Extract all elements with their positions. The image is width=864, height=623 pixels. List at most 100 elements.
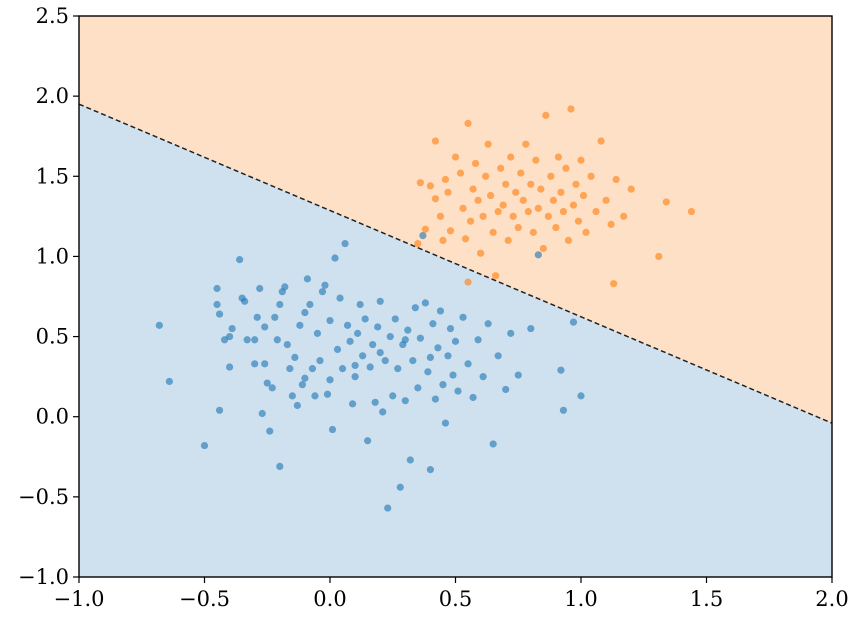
series-1-point (577, 156, 585, 164)
series-1-point (514, 223, 522, 232)
x-axis: −1.0 −0.5 0.0 0.5 1.0 1.5 2.0 (54, 577, 849, 611)
series-0-point (333, 345, 342, 353)
series-0-point (384, 504, 392, 512)
series-0-point (416, 334, 424, 342)
series-1-point (655, 252, 663, 261)
series-1-point (569, 201, 578, 209)
series-0-point (328, 425, 337, 434)
series-1-point (534, 204, 542, 212)
series-0-point (308, 365, 317, 373)
series-0-point (283, 340, 291, 349)
series-1-point (477, 249, 485, 257)
series-0-point (226, 332, 234, 341)
series-0-point (268, 384, 276, 392)
series-0-point (301, 308, 309, 317)
series-1-point (484, 140, 492, 148)
series-1-point (620, 212, 628, 220)
series-0-point (258, 409, 266, 418)
series-1-point (471, 159, 480, 168)
y-tick-label: −1.0 (18, 565, 69, 589)
series-1-point (431, 137, 440, 145)
series-0-point (502, 385, 510, 394)
series-0-point (429, 320, 437, 328)
series-0-point (311, 392, 319, 400)
series-1-point (612, 175, 620, 184)
y-tick-label: 2.0 (36, 84, 69, 108)
series-0-point (494, 352, 502, 360)
series-0-point (459, 313, 467, 321)
series-0-point (361, 315, 369, 323)
series-1-point (464, 119, 472, 127)
series-0-point (374, 323, 382, 331)
series-0-point (364, 437, 372, 445)
decision-regions (79, 16, 832, 577)
x-tick-label: 1.0 (564, 587, 597, 611)
series-0-point (507, 329, 515, 337)
series-1-point (504, 236, 512, 244)
series-0-point (356, 300, 364, 309)
series-1-point (559, 207, 568, 216)
series-1-point (542, 111, 550, 119)
series-0-point (441, 419, 450, 427)
series-0-point (326, 316, 334, 325)
series-1-point (494, 207, 502, 216)
series-0-point (354, 329, 362, 337)
x-tick-label: 1.5 (690, 587, 723, 611)
series-0-point (369, 340, 377, 349)
series-0-point (243, 336, 251, 344)
series-0-point (261, 360, 269, 368)
y-tick-label: 0.5 (36, 325, 69, 349)
series-0-point (251, 336, 259, 344)
series-0-point (386, 332, 394, 341)
series-0-point (376, 297, 384, 305)
series-0-point (291, 353, 299, 362)
series-0-point (213, 300, 221, 309)
series-0-point (479, 373, 487, 381)
series-0-point (431, 395, 440, 403)
series-0-point (236, 256, 244, 264)
series-0-point (469, 393, 477, 402)
series-0-point (281, 283, 289, 291)
series-0-point (569, 318, 578, 326)
series-0-point (213, 284, 221, 293)
series-0-point (165, 377, 173, 386)
series-0-point (338, 365, 347, 373)
series-1-point (529, 228, 537, 236)
y-axis: −1.0 −0.5 0.0 0.5 1.0 1.5 2.0 2.5 (18, 4, 79, 589)
series-0-point (484, 320, 492, 328)
series-0-point (474, 336, 482, 344)
series-1-point (459, 204, 467, 212)
series-0-point (286, 365, 294, 373)
series-1-point (426, 182, 434, 190)
series-0-point (200, 441, 209, 450)
series-0-point (226, 363, 234, 371)
series-0-point (379, 408, 387, 416)
series-0-point (343, 321, 352, 329)
series-0-point (376, 349, 384, 357)
y-tick-label: 1.5 (36, 164, 69, 188)
series-0-point (411, 304, 419, 312)
series-0-point (251, 360, 259, 368)
y-tick-label: 1.0 (36, 244, 69, 268)
series-0-point (318, 288, 327, 296)
series-1-point (539, 244, 547, 253)
series-1-point (564, 236, 573, 244)
series-0-point (419, 231, 427, 240)
series-1-point (482, 172, 490, 180)
series-0-point (215, 406, 224, 414)
series-1-point (549, 196, 557, 204)
series-1-point (537, 185, 545, 193)
series-1-point (451, 153, 460, 161)
series-0-point (341, 240, 349, 248)
series-1-point (464, 278, 472, 286)
series-0-point (449, 371, 457, 379)
series-1-point (552, 223, 560, 232)
series-0-point (394, 365, 402, 373)
series-1-point (574, 217, 583, 225)
series-0-point (489, 440, 497, 448)
series-1-point (461, 235, 470, 243)
series-1-point (567, 105, 575, 113)
series-0-point (464, 360, 472, 368)
series-0-point (271, 313, 279, 321)
